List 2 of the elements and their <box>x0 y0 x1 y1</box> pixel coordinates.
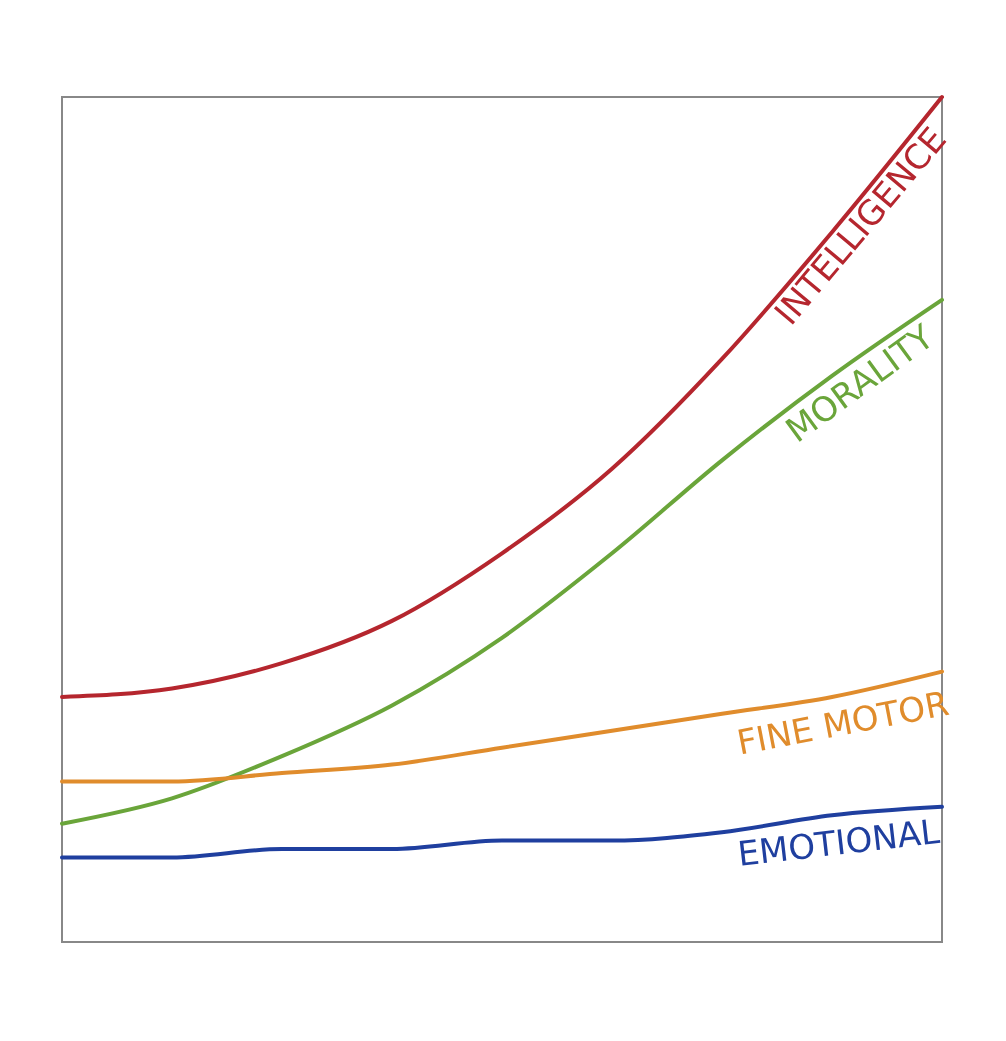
text: FINE MOTOR <box>733 682 952 763</box>
text: EMOTIONAL <box>735 811 942 874</box>
